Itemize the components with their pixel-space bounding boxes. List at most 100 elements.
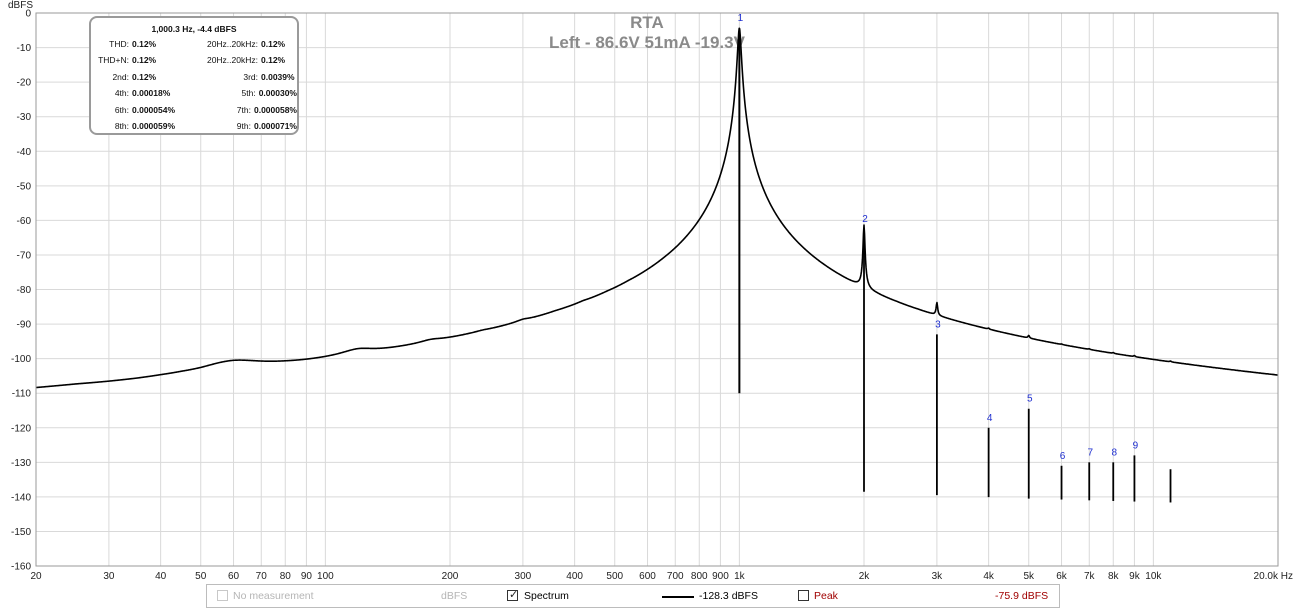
y-tick-label: -110: [12, 389, 32, 400]
stats-cell: 2nd: 0.12%: [91, 69, 194, 85]
x-tick-label: 80: [280, 571, 292, 582]
harmonic-marker-label: 2: [862, 214, 868, 225]
x-tick-label: 400: [566, 571, 583, 582]
stats-cell: 9th: 0.000071%: [194, 118, 297, 134]
peak-checkbox[interactable]: [798, 590, 809, 601]
x-tick-label: 800: [691, 571, 708, 582]
stats-value: 0.12%: [132, 71, 157, 82]
stats-cell: 4th: 0.00018%: [91, 85, 194, 101]
harmonic-marker-label: 5: [1027, 394, 1033, 405]
stats-row: THD: 0.12% 20Hz..20kHz: 0.12%: [91, 36, 297, 52]
x-tick-label: 700: [667, 571, 684, 582]
x-tick-label: 600: [639, 571, 656, 582]
harmonic-marker-label: 6: [1060, 451, 1066, 462]
stats-key: 6th:: [114, 104, 129, 115]
x-tick-label: 4k: [983, 571, 995, 582]
stats-key: 4th:: [114, 88, 129, 99]
x-tick-label: 2k: [859, 571, 871, 582]
stats-value: 0.0039%: [261, 71, 295, 82]
x-tick-label: 7k: [1084, 571, 1096, 582]
stats-key: 3rd:: [243, 71, 258, 82]
x-tick-label: 5k: [1023, 571, 1035, 582]
y-tick-label: 0: [25, 9, 31, 20]
stats-key: 7th:: [236, 104, 251, 115]
stats-value: 0.00018%: [132, 88, 171, 99]
no-measurement-label: No measurement: [233, 590, 314, 602]
stats-cell: THD+N: 0.12%: [91, 52, 194, 68]
x-tick-label: 30: [103, 571, 115, 582]
x-tick-label: 3k: [932, 571, 944, 582]
x-tick-label: 100: [317, 571, 334, 582]
y-tick-label: -120: [11, 423, 31, 434]
y-tick-label: -10: [17, 43, 32, 54]
stats-value: 0.000054%: [132, 104, 176, 115]
stats-cell: 8th: 0.000059%: [91, 118, 194, 134]
distortion-stats-panel[interactable]: 1,000.3 Hz, -4.4 dBFS THD: 0.12% 20Hz..20k…: [89, 16, 299, 135]
x-tick-label: 70: [256, 571, 268, 582]
plot-frame: [35, 12, 1279, 567]
x-tick-label: 20.0k Hz: [1254, 571, 1293, 582]
harmonic-marker-label: 7: [1087, 447, 1093, 458]
stats-cell: 20Hz..20kHz: 0.12%: [194, 36, 297, 52]
harmonic-marker-label: 3: [935, 319, 941, 330]
y-tick-label: -80: [17, 285, 32, 296]
no-measurement-checkbox[interactable]: [217, 590, 228, 601]
stats-value: 0.000058%: [253, 104, 297, 115]
spectrum-value: -128.3 dBFS: [699, 590, 758, 602]
stats-key: 20Hz..20kHz:: [206, 55, 258, 66]
stats-cell: 5th: 0.00030%: [194, 85, 297, 101]
harmonic-marker-label: 8: [1111, 447, 1117, 458]
harmonic-marker-label: 9: [1133, 440, 1139, 451]
stats-value: 0.12%: [261, 55, 286, 66]
y-tick-label: -20: [17, 78, 32, 89]
spectrum-label: Spectrum: [524, 590, 569, 602]
y-tick-label: -30: [17, 112, 32, 123]
fundamental-readout: 1,000.3 Hz, -4.4 dBFS: [151, 24, 237, 34]
x-tick-label: 1k: [734, 571, 746, 582]
y-tick-label: -60: [17, 216, 32, 227]
stats-value: 0.000059%: [132, 120, 176, 131]
y-tick-label: -50: [17, 181, 32, 192]
x-tick-label: 9k: [1129, 571, 1141, 582]
spectrum-checkbox[interactable]: ✓: [507, 589, 519, 601]
x-tick-label: 40: [155, 571, 167, 582]
stats-cell: 20Hz..20kHz: 0.12%: [194, 52, 297, 68]
x-tick-label: 6k: [1056, 571, 1068, 582]
stats-cell: 7th: 0.000058%: [194, 102, 297, 118]
stats-key: 2nd:: [112, 71, 129, 82]
rta-chart: 0 -10 -20 -30 -40 -50 -60 -70 -80 -90 -100 -110 -120…: [8, 0, 1293, 582]
chart-subtitle: Left - 86.6V 51mA -19.3V: [549, 33, 746, 52]
stats-value: 0.12%: [261, 39, 286, 49]
x-tick-label: 10k: [1145, 571, 1162, 582]
x-tick-label: 500: [606, 571, 623, 582]
x-tick-label: 50: [195, 571, 207, 582]
stats-value: 0.00030%: [258, 88, 297, 99]
stats-key: 20Hz..20kHz:: [206, 39, 258, 49]
harmonic-marker-label: 4: [987, 413, 993, 424]
stats-row: 4th: 0.00018% 5th: 0.00030%: [91, 85, 297, 101]
y-tick-label: -130: [11, 458, 31, 469]
spectrum-series: [35, 27, 1279, 503]
checkmark-icon: ✓: [509, 589, 519, 601]
stats-key: 5th:: [241, 88, 256, 99]
spectrum-line-swatch: [662, 596, 694, 598]
harmonic-markers: 1 2 3 4 5 6 7 8 9: [738, 13, 1139, 462]
x-tick-label: 200: [442, 571, 459, 582]
stats-key: THD+N:: [98, 55, 129, 66]
stats-cell: THD: 0.12%: [91, 36, 194, 52]
stats-key: 8th:: [114, 120, 129, 131]
x-tick-label: 60: [228, 571, 240, 582]
stats-row: 8th: 0.000059% 9th: 0.000071%: [91, 118, 297, 134]
x-tick-label: 20: [30, 571, 42, 582]
x-tick-label: 300: [515, 571, 532, 582]
x-tick-label: 8k: [1108, 571, 1120, 582]
y-tick-label: -150: [11, 527, 31, 538]
stats-row: 2nd: 0.12% 3rd: 0.0039%: [91, 69, 297, 85]
stats-key: THD:: [109, 39, 129, 49]
y-axis-unit-label: dBFS: [8, 0, 33, 11]
y-tick-label: -100: [11, 354, 31, 365]
chart-title: RTA: [630, 13, 664, 32]
y-tick-label: -40: [17, 147, 32, 158]
stats-value: 0.12%: [132, 39, 157, 49]
legend-bar: No measurement dBFS ✓ Spectrum -128.3 dB…: [206, 584, 1060, 608]
